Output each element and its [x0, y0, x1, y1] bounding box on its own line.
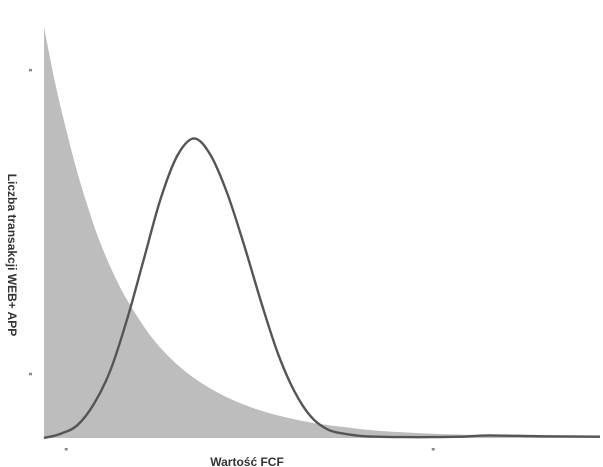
- plot-area: [43, 27, 601, 440]
- y-tick-1: [29, 68, 32, 72]
- series-line-1: [43, 137, 601, 440]
- x-tick-1: [431, 448, 435, 451]
- axis-ticks: [29, 68, 435, 451]
- y-tick-0: [29, 372, 32, 376]
- series-area-0: [44, 27, 600, 438]
- y-axis-title: Liczba transakcji WEB+ APP: [5, 174, 19, 337]
- x-tick-0: [64, 448, 68, 451]
- x-axis-title: Wartość FCF: [210, 455, 284, 467]
